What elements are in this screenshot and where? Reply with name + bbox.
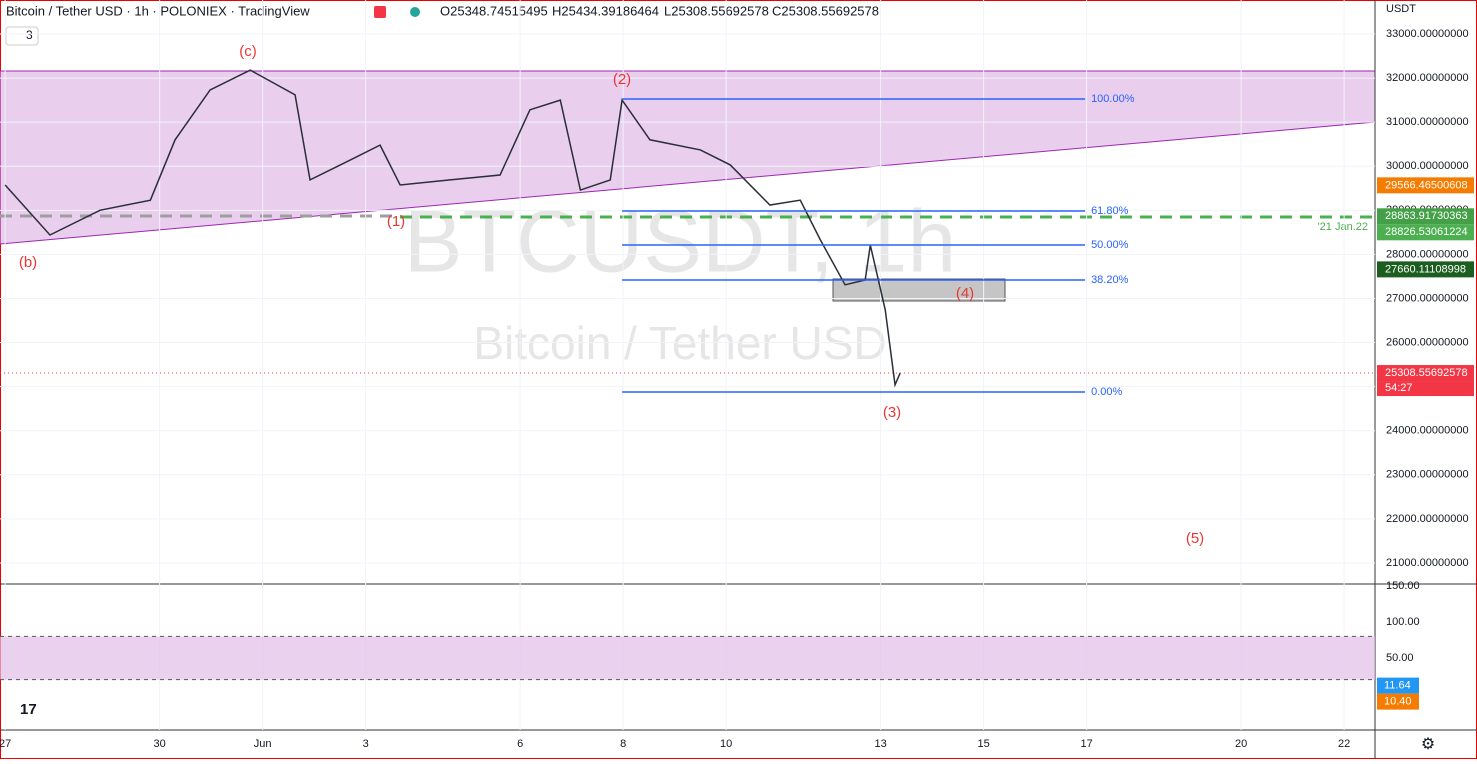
flag-icon[interactable] [374,6,386,18]
wave-label: (5) [1186,530,1204,547]
x-tick-label: Jun [254,738,272,750]
wave-4-box [832,278,1006,302]
wave-label: (c) [239,43,257,60]
x-tick-label: 20 [1235,738,1247,750]
low: L25308.55692578 [664,3,769,18]
fib-label: 38.20% [1091,274,1129,286]
x-tick-label: 13 [874,738,886,750]
x-tick-label: 6 [517,738,523,750]
wave-label: (b) [19,254,37,271]
price-tag [1377,208,1474,225]
y-tick-label: 31000.00000000 [1386,116,1469,128]
x-tick-label: 10 [720,738,732,750]
osc-tag [1377,693,1419,710]
logo: 17 [20,701,37,718]
y-tick-label: 30000.00000000 [1386,160,1469,172]
x-tick-label: 15 [977,738,989,750]
osc-tick-label: 50.00 [1386,652,1414,664]
wave-label: (2) [613,71,631,88]
price-tag-label: 29566.46500608 [1385,179,1468,191]
x-tick-label: 22 [1338,738,1350,750]
y-tick-label: 26000.00000000 [1386,336,1469,348]
osc-tag-label: 11.64 [1384,680,1411,692]
date-note: '21 Jan.22 [1318,221,1368,233]
watermark: BTCUSDT, 1h [404,191,957,290]
x-tick-label: 30 [154,738,166,750]
symbol: Bitcoin / Tether USD · 1h · POLONIEX · T… [6,3,310,18]
wave-label: (4) [956,285,974,302]
y-tick-label: 32000.00000000 [1386,72,1469,84]
price-tag-label: 27660.11108998 [1385,263,1466,275]
y-tick-label: 22000.00000000 [1386,513,1469,525]
oscillator-band [0,636,1375,680]
high: H25434.39186464 [552,3,659,18]
wave-label: (1) [387,213,405,230]
open: O25348.74515495 [440,3,548,18]
countdown: 54:27 [1385,382,1413,394]
indicator-toggle[interactable] [5,26,39,46]
fib-label: 100.00% [1091,93,1135,105]
price-tag-label: 28863.91730363 [1385,210,1468,222]
osc-tick-label: 100.00 [1386,616,1420,628]
osc-tick-label: 150.00 [1386,580,1420,592]
y-tick-label: 27000.00000000 [1386,292,1469,304]
y-tick-label: 24000.00000000 [1386,425,1469,437]
price-tag [1377,224,1474,241]
price-tag-label: 25308.55692578 [1385,367,1468,379]
y-tick-label: 28000.00000000 [1386,248,1469,260]
price-tag [1377,261,1474,278]
fib-label: 50.00% [1091,239,1129,251]
watermark-sub: Bitcoin / Tether USD [473,317,886,369]
x-tick-label: 17 [1080,738,1092,750]
osc-tag [1377,677,1419,694]
fib-label: 61.80% [1091,205,1129,217]
indicator-count[interactable]: 3 [26,28,33,42]
price-line [4,69,901,388]
x-tick-label: 8 [620,738,626,750]
currency[interactable]: USDT [1386,3,1416,15]
price-tag-label: 28826.53061224 [1385,226,1468,238]
countdown-box [1377,381,1474,397]
status-dot [410,7,420,17]
x-tick-label: 27 [0,738,11,750]
y-tick-label: 33000.00000000 [1386,28,1469,40]
close: C25308.55692578 [772,3,879,18]
settings-icon[interactable]: ⚙ [1421,736,1435,753]
price-tag [1377,365,1474,382]
price-tag [1377,177,1474,194]
wave-label: (3) [883,404,901,421]
y-tick-label: 23000.00000000 [1386,469,1469,481]
fib-label: 0.00% [1091,386,1122,398]
y-tick-label: 21000.00000000 [1386,557,1469,569]
x-tick-label: 3 [363,738,369,750]
osc-tag-label: 10.40 [1384,696,1412,708]
